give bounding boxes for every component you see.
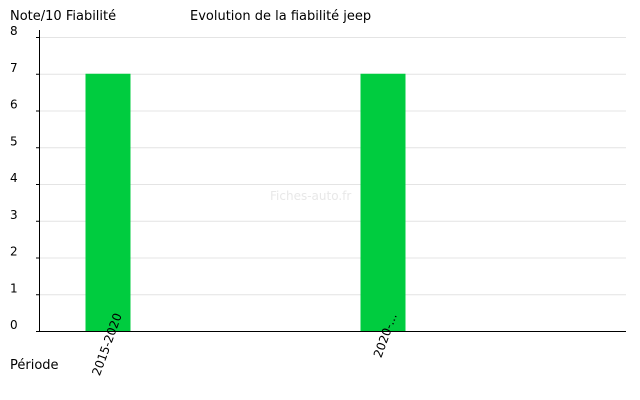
y-tick-label: 8 xyxy=(10,24,18,38)
y-axis-label: Note/10 Fiabilité xyxy=(10,9,117,24)
y-tick-label: 3 xyxy=(10,208,18,222)
y-tick-label: 2 xyxy=(10,245,18,259)
chart-title: Evolution de la fiabilité jeep xyxy=(190,9,372,24)
y-tick-label: 6 xyxy=(10,98,18,112)
y-tick-label: 5 xyxy=(10,134,18,148)
y-tick-label: 4 xyxy=(10,171,18,185)
x-axis-label: Période xyxy=(10,358,59,373)
bar xyxy=(85,73,131,331)
y-tick-label: 7 xyxy=(10,61,18,75)
y-tick-label: 1 xyxy=(10,281,18,295)
bar xyxy=(360,73,406,331)
y-tick-label: 0 xyxy=(10,318,18,332)
watermark: Fiches-auto.fr xyxy=(270,189,352,203)
